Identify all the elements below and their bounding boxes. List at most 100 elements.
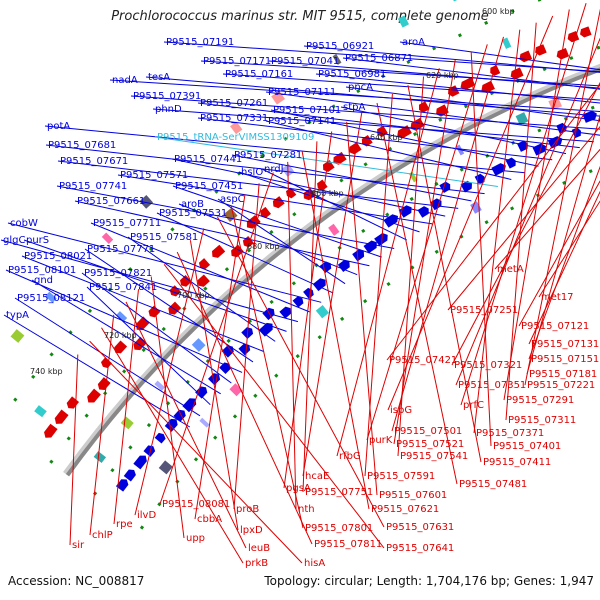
label-leader-line — [176, 251, 313, 545]
gene-label: P9515_07221 — [527, 380, 595, 391]
gene-label: nth — [298, 504, 315, 515]
kbp-scale-label: 700 kbp — [177, 291, 210, 300]
reverse-gene-arrow — [510, 67, 524, 80]
label-leader-line — [470, 52, 492, 447]
gene-label: P9515_07771 — [87, 244, 155, 255]
label-leader-line — [268, 60, 600, 89]
reverse-gene-arrow — [260, 206, 272, 219]
reverse-gene-arrow — [148, 305, 161, 318]
forward-gene-arrow — [571, 127, 582, 139]
label-leader-line — [447, 125, 600, 311]
gene-label: P9515_08121 — [17, 293, 85, 304]
label-leader-line — [81, 272, 232, 384]
label-leader-line — [31, 279, 221, 395]
gene-label: aroB — [181, 199, 204, 210]
gene-label: P9515_07571 — [120, 170, 188, 181]
gene-label: P9515_07801 — [305, 523, 373, 534]
gene-label: P9515_07421 — [389, 355, 457, 366]
gene-label: P9515_07811 — [314, 539, 382, 550]
label-leader-line — [89, 340, 303, 564]
gene-label: P9515_07531 — [159, 208, 227, 219]
forward-gene-arrow — [143, 445, 156, 457]
gene-label: phnD — [155, 104, 182, 115]
label-leader-line — [134, 228, 205, 516]
cog-category-block — [158, 460, 173, 475]
label-leader-line — [150, 276, 185, 539]
label-leader-line — [233, 183, 260, 510]
cog-category-block — [120, 416, 134, 430]
cog-category-block — [199, 417, 210, 428]
label-leader-line — [386, 83, 600, 361]
label-leader-line — [387, 15, 554, 411]
reverse-gene-arrow — [460, 77, 476, 90]
gene-label: P9515_07411 — [483, 457, 551, 468]
gene-label: P9515_07111 — [268, 87, 336, 98]
gene-label: P9515_07591 — [367, 471, 435, 482]
label-leader-line — [455, 37, 600, 386]
label-leader-line — [130, 95, 600, 130]
kbp-scale-label: 680 kbp — [247, 242, 280, 251]
reverse-gene-arrow — [198, 258, 211, 270]
gene-label: met17 — [541, 292, 574, 303]
gene-label: prfC — [463, 400, 484, 411]
label-leader-line — [230, 205, 304, 529]
genome-rings — [0, 0, 600, 530]
map-title: Prochlorococcus marinus str. MIT 9515, c… — [111, 9, 489, 24]
label-leader-line — [117, 174, 433, 225]
label-leader-line — [197, 102, 580, 149]
gene-label: P9515_07441 — [174, 154, 242, 165]
kbp-scale-labels: 600 kbp 620 kbp 640 kbp 660 kbp 680 kbp 700 k… — [30, 7, 515, 376]
reverse-gene-arrow — [567, 31, 580, 43]
label-leader-line — [127, 236, 276, 342]
gene-label: P9515_07621 — [371, 504, 439, 515]
kbp-scale-label: 720 kbp — [104, 331, 137, 340]
gene-label: P9515_07311 — [508, 415, 576, 426]
genome-backbone — [65, 67, 600, 477]
label-leader-line — [366, 44, 488, 441]
gene-label: P9515_07451 — [175, 181, 243, 192]
label-leader-line — [197, 117, 553, 161]
label-leader-line — [23, 239, 287, 332]
forward-gene-arrow — [115, 479, 129, 492]
kbp-scale-label: 600 kbp — [482, 7, 515, 16]
cog-category-block — [501, 37, 512, 49]
forward-gene-arrow — [532, 143, 547, 156]
label-leader-line — [163, 263, 385, 549]
reverse-gene-arrow — [87, 388, 101, 403]
reverse-gene-arrow — [66, 396, 80, 409]
gene-label: P9515_08081 — [162, 499, 230, 510]
gene-label: P9515_07281 — [234, 150, 302, 161]
gene-label: P9515_07391 — [133, 91, 201, 102]
label-leader-line — [303, 45, 600, 73]
gene-label: P9515_07841 — [89, 282, 157, 293]
gene-label: ilvD — [137, 510, 156, 521]
label-leader-line — [505, 22, 537, 421]
gene-label: P9515_07401 — [493, 441, 561, 452]
gene-label: P9515_07711 — [93, 218, 161, 229]
label-leader-line — [178, 203, 358, 276]
forward-gene-arrow — [460, 180, 472, 193]
gene-label: typA — [6, 310, 29, 321]
gene-label: metA — [497, 264, 524, 275]
kbp-scale-label: 660 kbp — [311, 189, 344, 198]
gene-label: P9515_07481 — [459, 479, 527, 490]
gene-label: rfbG — [339, 451, 361, 462]
reverse-gene-arrow — [272, 196, 285, 209]
reverse-gene-arrow — [556, 47, 570, 60]
reverse-gene-arrow — [114, 340, 128, 354]
reverse-gene-arrow — [349, 142, 362, 155]
gene-label: upp — [186, 533, 205, 544]
label-leader-line — [57, 160, 459, 209]
gene-label: chlP — [92, 530, 113, 541]
label-leader-line — [376, 102, 458, 485]
cog-category-block — [139, 195, 154, 209]
gene-label: P9515_07821 — [84, 268, 152, 279]
gene-label: P9515_07541 — [400, 451, 468, 462]
gene-label: leuB — [248, 543, 270, 554]
label-leader-line — [315, 73, 600, 104]
gene-label: purS — [26, 235, 49, 246]
gene-label: P9515_07041 — [271, 56, 339, 67]
cog-category-block — [229, 383, 243, 397]
label-leader-line — [503, 9, 570, 401]
